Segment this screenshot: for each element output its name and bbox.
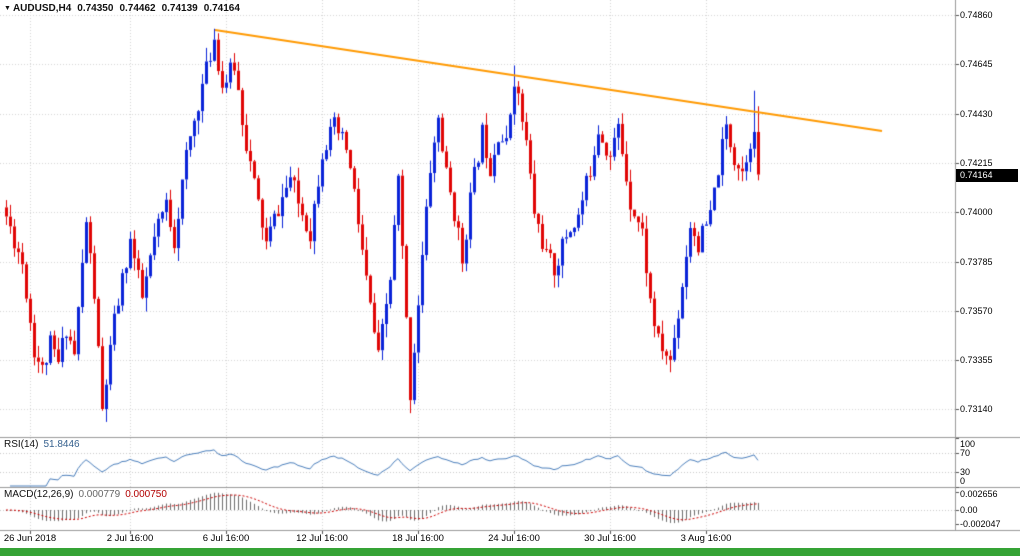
- price-tick-label: 0.73785: [960, 257, 993, 267]
- time-tick-label: 26 Jun 2018: [3, 533, 57, 544]
- price-tick-label: 0.74430: [960, 109, 993, 119]
- chart-header: ▼ AUDUSD,H4 0.74350 0.74462 0.74139 0.74164: [4, 3, 246, 14]
- bottom-green-strip: [0, 548, 1020, 556]
- time-tick-label: 6 Jul 16:00: [202, 533, 250, 544]
- rsi-tick-label: 100: [960, 439, 976, 449]
- time-tick-label: 30 Jul 16:00: [584, 533, 636, 544]
- rsi-name: RSI(14): [4, 439, 39, 450]
- symbol-timeframe-label: AUDUSD,H4: [12, 3, 72, 14]
- price-tick-label: 0.73355: [960, 355, 993, 365]
- price-tick-label: 0.74000: [960, 207, 993, 217]
- rsi-tick-label: 70: [960, 448, 971, 458]
- price-axis: 0.74860 0.74645 0.74430 0.74215 0.74000 0.737…: [960, 0, 1018, 530]
- time-tick-label: 3 Aug 16:00: [680, 533, 732, 544]
- macd-signal-value: 0.000750: [125, 489, 167, 500]
- macd-tick-label: -0.002047: [960, 519, 1001, 529]
- open-value: 0.74350: [77, 3, 114, 14]
- time-tick-label: 2 Jul 16:00: [106, 533, 154, 544]
- macd-name: MACD(12,26,9): [4, 489, 74, 500]
- macd-tick-label: 0.00: [960, 505, 978, 515]
- high-value: 0.74462: [119, 3, 156, 14]
- symbol-dropdown-icon[interactable]: ▼: [4, 5, 11, 12]
- price-tick-label: 0.74215: [960, 158, 993, 168]
- macd-tick-label: 0.002656: [960, 489, 998, 499]
- rsi-tick-label: 0: [960, 476, 966, 486]
- time-axis: 26 Jun 2018 2 Jul 16:00 6 Jul 16:00 12 Jul …: [0, 533, 955, 547]
- price-tick-label: 0.73570: [960, 306, 993, 316]
- rsi-value: 51.8446: [43, 439, 80, 450]
- macd-value: 0.000779: [78, 489, 121, 500]
- time-tick-label: 12 Jul 16:00: [296, 533, 348, 544]
- time-tick-label: 18 Jul 16:00: [392, 533, 444, 544]
- price-tick-label: 0.74860: [960, 10, 993, 20]
- close-value: 0.74164: [203, 3, 240, 14]
- time-tick-label: 24 Jul 16:00: [488, 533, 540, 544]
- current-price-badge: 0.74164: [956, 169, 1018, 182]
- price-tick-label: 0.73140: [960, 404, 993, 414]
- low-value: 0.74139: [161, 3, 198, 14]
- rsi-tick-label: 30: [960, 467, 971, 477]
- rsi-indicator-header: RSI(14) 51.8446: [4, 439, 85, 450]
- macd-indicator-header: MACD(12,26,9) 0.000779 0.000750: [4, 489, 172, 500]
- price-tick-label: 0.74645: [960, 59, 993, 69]
